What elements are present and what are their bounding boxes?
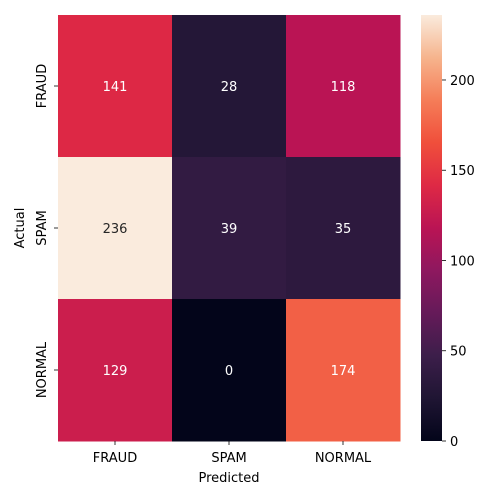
- x-tick-label: NORMAL: [315, 451, 372, 466]
- cell-value-label: 39: [221, 222, 238, 237]
- cell-value-label: 141: [103, 80, 128, 95]
- y-axis-ticks: FRAUD SPAM NORMAL: [35, 64, 58, 398]
- cell-value-label: 35: [335, 222, 352, 237]
- colorbar: [421, 15, 442, 441]
- colorbar-ticks: 0 50 100 150 200: [442, 74, 475, 450]
- colorbar-tick-label: 0: [450, 435, 458, 450]
- colorbar-tick-label: 50: [450, 345, 467, 360]
- cell-value-label: 129: [103, 364, 128, 379]
- cell-value-label: 0: [225, 364, 233, 379]
- y-axis-title: Actual: [13, 208, 28, 249]
- y-tick-label: NORMAL: [35, 341, 50, 398]
- colorbar-tick-label: 150: [450, 164, 475, 179]
- cell-value-label: 236: [103, 222, 128, 237]
- cell-value-label: 118: [331, 80, 356, 95]
- colorbar-tick-label: 100: [450, 254, 475, 269]
- x-tick-label: SPAM: [211, 451, 246, 466]
- cell-value-label: 28: [221, 80, 238, 95]
- x-tick-label: FRAUD: [93, 451, 137, 466]
- colorbar-tick-label: 200: [450, 74, 475, 89]
- y-tick-label: FRAUD: [35, 64, 50, 108]
- x-axis-title: Predicted: [198, 471, 259, 486]
- cell-value-label: 174: [331, 364, 356, 379]
- y-tick-label: SPAM: [35, 210, 50, 245]
- x-axis-ticks: FRAUD SPAM NORMAL: [93, 441, 372, 466]
